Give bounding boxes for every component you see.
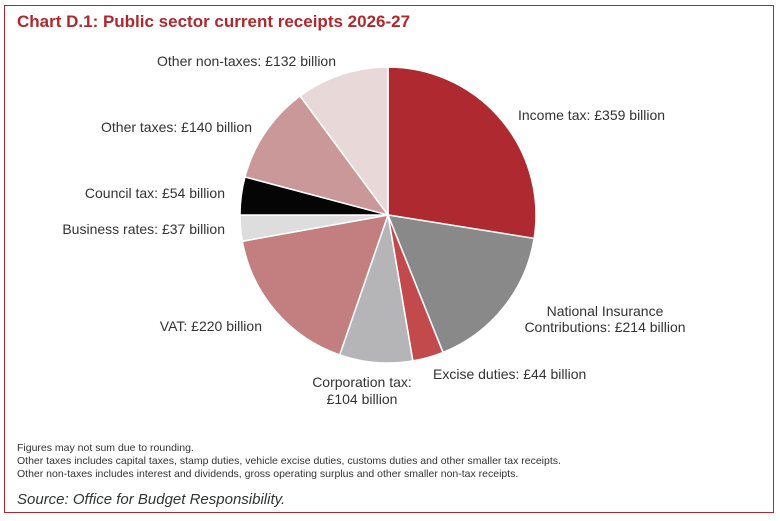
footnote: Other non-taxes includes interest and di… [17, 468, 519, 480]
footnote: Other taxes includes capital taxes, stam… [17, 455, 561, 467]
slice-label: Excise duties: £44 billion [433, 366, 586, 382]
slice-label: Other taxes: £140 billion [101, 119, 252, 135]
slice-label: VAT: £220 billion [160, 318, 262, 334]
pie-slice-national-insurance-contributions [387, 214, 535, 354]
pie-slice-other-taxes [244, 95, 389, 216]
slice-label: Other non-taxes: £132 billion [157, 53, 336, 69]
pie-slice-income-tax [387, 66, 537, 240]
footnote: Figures may not sum due to rounding. [17, 442, 194, 454]
pie-slice-vat [241, 214, 389, 356]
slice-label: Council tax: £54 billion [85, 185, 225, 201]
slice-label: National Insurance Contributions: £214 bi… [524, 303, 685, 335]
slice-label: Corporation tax: £104 billion [312, 374, 412, 407]
slice-label: Business rates: £37 billion [62, 221, 225, 237]
pie-slice-other-non-taxes [299, 66, 389, 216]
slice-label: Income tax: £359 billion [518, 107, 665, 123]
footnotes: Figures may not sum due to rounding. Oth… [17, 442, 561, 481]
chart-title: Chart D.1: Public sector current receipt… [17, 12, 411, 31]
source-note: Source: Office for Budget Responsibility… [17, 491, 286, 508]
